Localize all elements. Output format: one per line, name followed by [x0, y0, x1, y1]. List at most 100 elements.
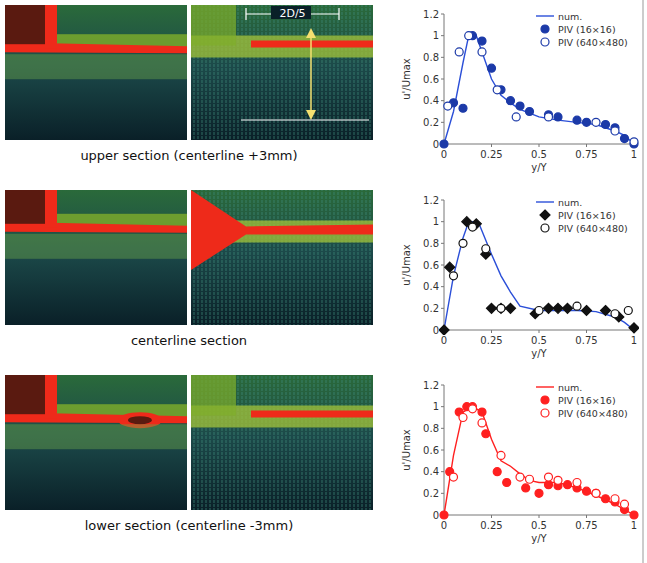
dark-patch — [128, 416, 152, 424]
marker — [624, 307, 632, 315]
marker — [506, 303, 516, 313]
arrow-head — [306, 110, 316, 120]
y-tick — [441, 122, 444, 123]
reference-line — [241, 120, 369, 121]
marker — [507, 97, 515, 105]
marker — [455, 48, 463, 56]
x-tick — [491, 515, 492, 518]
marker — [493, 468, 501, 476]
y-tick-label: 0.6 — [423, 74, 439, 85]
y-tick-label: 0.2 — [423, 303, 439, 314]
legend-swatch — [536, 386, 554, 387]
line — [444, 222, 634, 330]
nozzle-edge — [45, 5, 57, 48]
marker — [440, 140, 448, 148]
y-axis-title: u'/Umax — [401, 58, 412, 100]
legend-ground — [531, 194, 635, 236]
y-tick-label: 0 — [433, 139, 439, 150]
marker — [592, 489, 600, 497]
legend-label: PIV (16×16) — [558, 24, 616, 35]
marker — [630, 511, 638, 519]
marker — [544, 303, 554, 313]
marker — [503, 479, 511, 487]
y-tick — [441, 308, 444, 309]
marker — [545, 481, 553, 489]
piv-image-raw — [5, 5, 187, 140]
legend-label: PIV (640×480) — [558, 37, 628, 48]
marker — [488, 64, 496, 72]
red-layer — [251, 411, 373, 418]
piv-image-raw — [5, 375, 187, 510]
marker — [573, 302, 581, 310]
marker — [535, 489, 543, 497]
annotation-ground — [271, 6, 311, 19]
marker — [541, 396, 549, 404]
y-tick — [441, 14, 444, 15]
figure: upper section (centerline +3mm)centerlin… — [0, 0, 647, 563]
marker — [554, 476, 562, 484]
marker — [526, 475, 534, 483]
marker — [582, 306, 592, 316]
marker — [535, 307, 543, 315]
marker — [444, 102, 452, 110]
y-tick — [441, 428, 444, 429]
y-tick-label: 0.8 — [423, 423, 439, 434]
y-tick-label: 0.4 — [423, 281, 439, 292]
marker — [465, 32, 473, 40]
y-tick-label: 0 — [433, 510, 439, 521]
marker — [522, 484, 530, 492]
marker — [601, 306, 611, 316]
y-tick — [441, 200, 444, 201]
marker — [487, 303, 497, 313]
y-tick — [441, 221, 444, 222]
vector-field — [191, 375, 373, 510]
marker — [459, 104, 467, 112]
marker — [602, 495, 610, 503]
y-tick-label: 1 — [433, 401, 439, 412]
section-caption: lower section (centerline -3mm) — [85, 518, 293, 533]
marker — [541, 38, 549, 46]
x-axis-title: y/Y — [531, 348, 547, 359]
marker — [564, 481, 572, 489]
marker — [469, 223, 477, 231]
x-tick-label: 0 — [441, 520, 447, 531]
y-tick-label: 0.8 — [423, 238, 439, 249]
marker — [450, 473, 458, 481]
frame-rule — [643, 0, 644, 563]
x-tick — [491, 330, 492, 333]
piv-image-raw — [5, 190, 187, 325]
y-tick — [441, 406, 444, 407]
y-tick-label: 1.2 — [423, 380, 439, 391]
y-tick — [441, 385, 444, 386]
marker — [478, 48, 486, 56]
x-axis-title: y/Y — [531, 533, 547, 544]
x-tick — [539, 515, 540, 518]
y-tick — [441, 450, 444, 451]
marker — [496, 303, 506, 313]
marker — [512, 113, 520, 121]
y-tick — [441, 100, 444, 101]
y-tick — [441, 286, 444, 287]
y-tick-label: 1 — [433, 30, 439, 41]
marker — [592, 489, 600, 497]
section-caption: centerline section — [131, 333, 247, 348]
marker — [482, 245, 490, 253]
x-tick-label: 0 — [441, 335, 447, 346]
x-tick-label: 0.5 — [531, 335, 547, 346]
image-ground — [191, 5, 373, 140]
marker — [497, 304, 505, 312]
marker — [611, 495, 619, 503]
y-tick-label: 1.2 — [423, 195, 439, 206]
marker — [621, 500, 629, 508]
x-tick-label: 0.5 — [531, 520, 547, 531]
marker — [541, 409, 549, 417]
y-tick-label: 0.6 — [423, 445, 439, 456]
x-axis-title: y/Y — [531, 162, 547, 173]
image-ground — [5, 375, 187, 510]
vector-field — [191, 5, 373, 140]
y-tick — [441, 243, 444, 244]
marker — [583, 118, 591, 126]
x-tick — [586, 330, 587, 333]
marker — [545, 473, 553, 481]
depth-arrow — [310, 30, 312, 118]
